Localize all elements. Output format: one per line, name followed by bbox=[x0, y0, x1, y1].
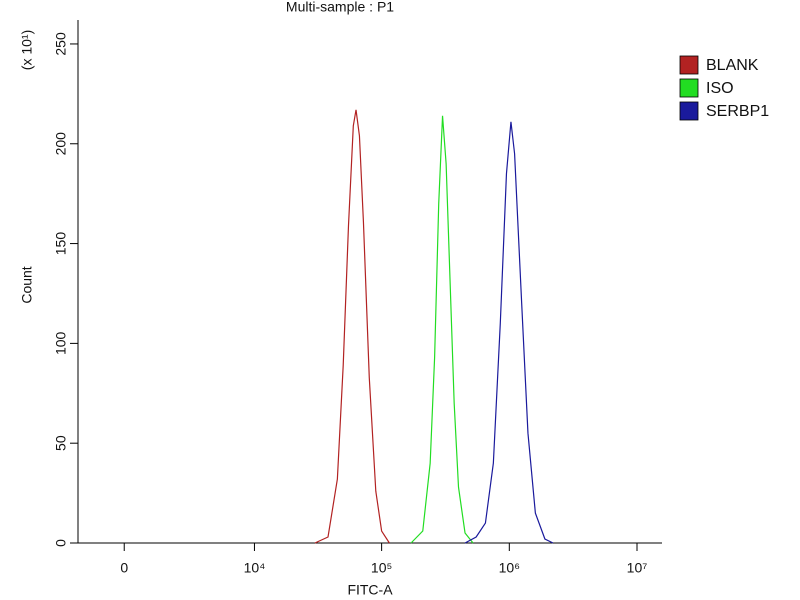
y-axis-multiplier: (x 10¹) bbox=[19, 30, 35, 70]
y-axis-label: Count bbox=[19, 266, 35, 303]
legend-label: BLANK bbox=[706, 57, 759, 74]
y-tick-label: 0 bbox=[53, 539, 69, 547]
legend-swatch bbox=[679, 78, 699, 98]
y-tick-label: 200 bbox=[53, 132, 69, 156]
x-axis-label: FITC-A bbox=[347, 582, 393, 598]
y-tick-label: 250 bbox=[53, 32, 69, 56]
x-tick-label: 0 bbox=[120, 560, 128, 576]
chart-title: Multi-sample : P1 bbox=[286, 0, 394, 15]
x-tick-label: 10⁷ bbox=[627, 560, 648, 576]
y-tick-label: 150 bbox=[53, 232, 69, 256]
legend-swatch bbox=[679, 55, 699, 75]
x-tick-label: 10⁵ bbox=[371, 560, 392, 576]
legend-label: ISO bbox=[706, 80, 734, 97]
legend-swatch bbox=[679, 101, 699, 121]
y-tick-label: 50 bbox=[53, 435, 69, 451]
legend-label: SERBP1 bbox=[706, 103, 769, 120]
histogram-line bbox=[464, 121, 554, 544]
histogram-line bbox=[410, 115, 474, 544]
x-tick-label: 10⁴ bbox=[244, 560, 266, 576]
x-tick-label: 10⁶ bbox=[499, 560, 520, 576]
y-tick-label: 100 bbox=[53, 331, 69, 355]
histogram-line bbox=[314, 109, 390, 544]
